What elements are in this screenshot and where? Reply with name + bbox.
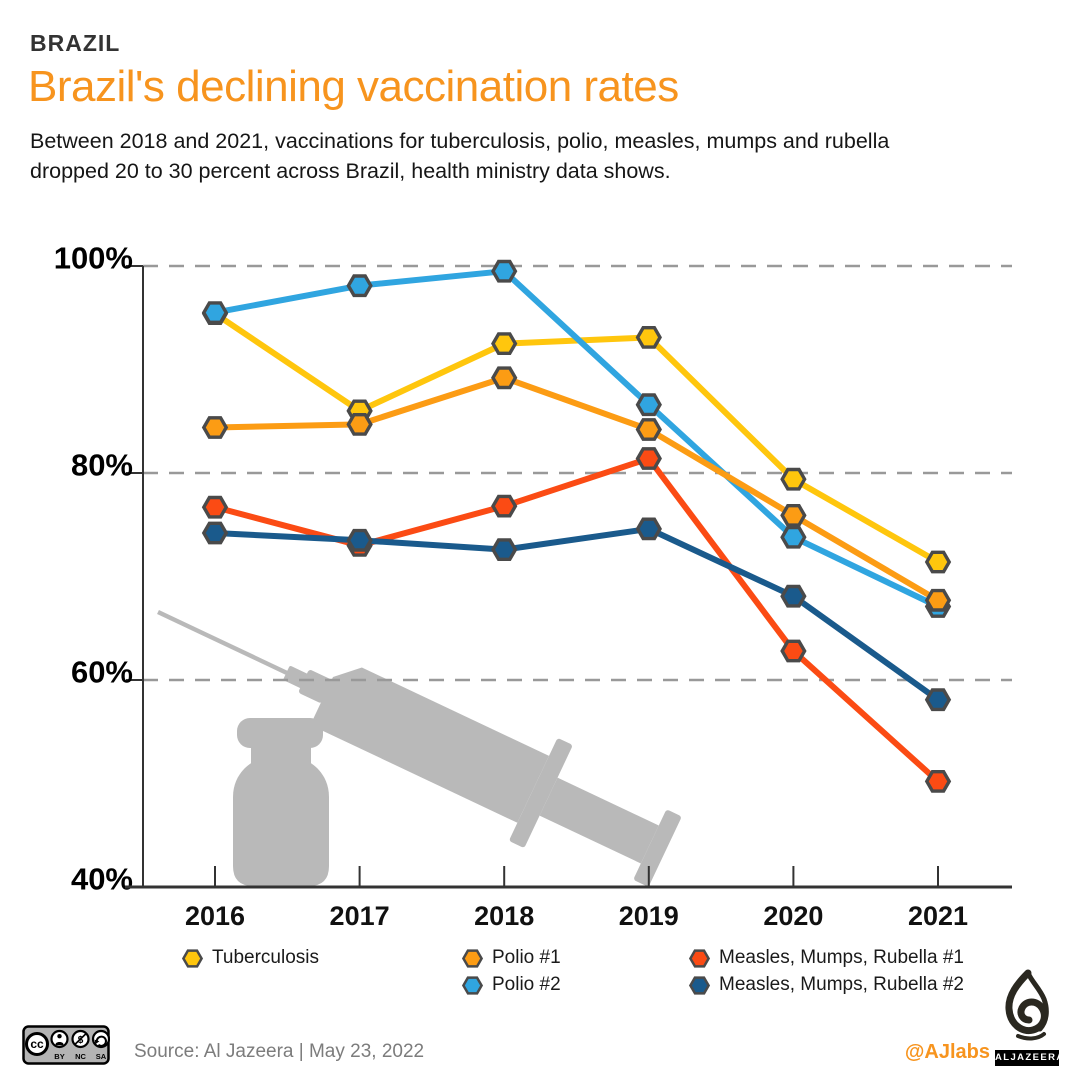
x-axis-label: 2019 (619, 901, 679, 931)
vial-body (233, 762, 329, 886)
data-point-marker (491, 332, 518, 355)
aljazeera-logo: ALJAZEERA (995, 969, 1063, 1066)
legend-swatch-hexagon-icon (461, 975, 484, 995)
plot-area: 100% 80% 60% 40% 2016 2017 2018 2019 2020 2021 (54, 241, 1012, 931)
data-point-marker (780, 467, 807, 491)
data-point-marker (491, 494, 518, 518)
cc-sa-arrow-icon (91, 1029, 110, 1049)
x-axis-label: 2018 (474, 901, 534, 931)
data-point-marker (201, 495, 229, 519)
data-point-marker (346, 274, 373, 298)
cc-by-person-head (57, 1034, 62, 1039)
aljazeera-wordmark: ALJAZEERA (995, 1050, 1063, 1066)
data-point-marker (346, 528, 373, 552)
data-point-marker (201, 521, 229, 545)
y-axis-label: 60% (71, 655, 133, 690)
syringe-illustration (157, 610, 681, 887)
cc-icon (25, 1032, 49, 1056)
data-point-marker (635, 393, 662, 417)
kicker: BRAZIL (30, 30, 121, 56)
subtitle: Between 2018 and 2021, vaccinations for … (30, 129, 890, 183)
x-axis-label: 2021 (908, 901, 968, 931)
page-title: Brazil's declining vaccination rates (28, 62, 679, 111)
legend-item: Measles, Mumps, Rubella #2 (688, 973, 964, 997)
vial-illustration (233, 718, 329, 886)
legend-swatch-hexagon-icon (688, 948, 711, 968)
legend-label: Polio #1 (492, 947, 561, 968)
cc-nc-slash (74, 1032, 87, 1046)
x-axis-label: 2017 (330, 901, 390, 931)
legend-label: Polio #2 (492, 974, 561, 995)
ajlabs-handle: @AJlabs (904, 1041, 990, 1063)
syringe-hub (298, 670, 332, 703)
legend-swatch-hexagon-icon (181, 948, 204, 968)
data-point-marker (635, 447, 662, 470)
legend-label: Measles, Mumps, Rubella #1 (719, 947, 964, 968)
source-text: Source: Al Jazeera | May 23, 2022 (134, 1041, 425, 1062)
data-point-marker (780, 525, 807, 549)
y-axis-label: 40% (71, 862, 133, 897)
y-axis-label: 80% (71, 448, 133, 483)
data-point-marker (201, 416, 229, 439)
legend-swatch-hexagon-icon (688, 975, 711, 995)
data-point-marker (491, 366, 518, 390)
data-point-marker (491, 538, 518, 561)
data-point-marker (201, 301, 229, 324)
data-point-marker (635, 517, 662, 541)
cc-by-person-icon (50, 1029, 69, 1049)
data-point-marker (780, 584, 807, 608)
cc-sa-arrow-arc (95, 1035, 107, 1047)
cc-by-label: BY (54, 1052, 64, 1061)
series-line (212, 525, 941, 703)
data-point-marker (635, 418, 662, 441)
series-line (212, 310, 941, 566)
legend-item: Measles, Mumps, Rubella #1 (688, 946, 964, 970)
cc-by-person-body (55, 1041, 64, 1046)
cc-sa-arrow-head (94, 1039, 100, 1045)
syringe-plunger-cap (634, 810, 681, 887)
data-point-marker (780, 504, 807, 527)
data-point-marker (635, 326, 662, 349)
vial-cap (237, 718, 323, 748)
series-line (212, 374, 941, 604)
legend-label: Tuberculosis (212, 947, 320, 968)
cc-mark-text: cc (30, 1037, 44, 1051)
y-axis-label: 100% (54, 241, 133, 276)
legend-label: Measles, Mumps, Rubella #2 (719, 974, 964, 995)
aljazeera-flame-icon (1005, 969, 1049, 1041)
x-axis-label: 2016 (185, 901, 245, 931)
legend-item: Polio #2 (461, 973, 561, 997)
data-point-marker (924, 688, 952, 712)
cc-nc-label: NC (75, 1052, 86, 1061)
data-point-marker (924, 588, 952, 612)
data-point-marker (924, 770, 952, 793)
data-point-marker (491, 259, 518, 283)
legend-swatch-hexagon-icon (461, 948, 484, 968)
syringe-plunger-rod (539, 777, 659, 864)
data-point-marker (924, 550, 952, 574)
legend-item: Tuberculosis (181, 946, 319, 970)
data-point-marker (346, 413, 373, 436)
x-axis-label: 2020 (763, 901, 823, 931)
syringe-barrel (310, 667, 550, 823)
data-point-marker (780, 639, 807, 663)
legend-item: Polio #1 (461, 946, 561, 970)
cc-sa-label: SA (96, 1052, 107, 1061)
syringe-flange (509, 738, 572, 848)
cc-nc-glyph: $ (78, 1035, 84, 1046)
syringe-needle (157, 610, 297, 679)
series-line (212, 268, 941, 610)
cc-license-badge: cc $ BY NC SA (22, 1025, 110, 1065)
